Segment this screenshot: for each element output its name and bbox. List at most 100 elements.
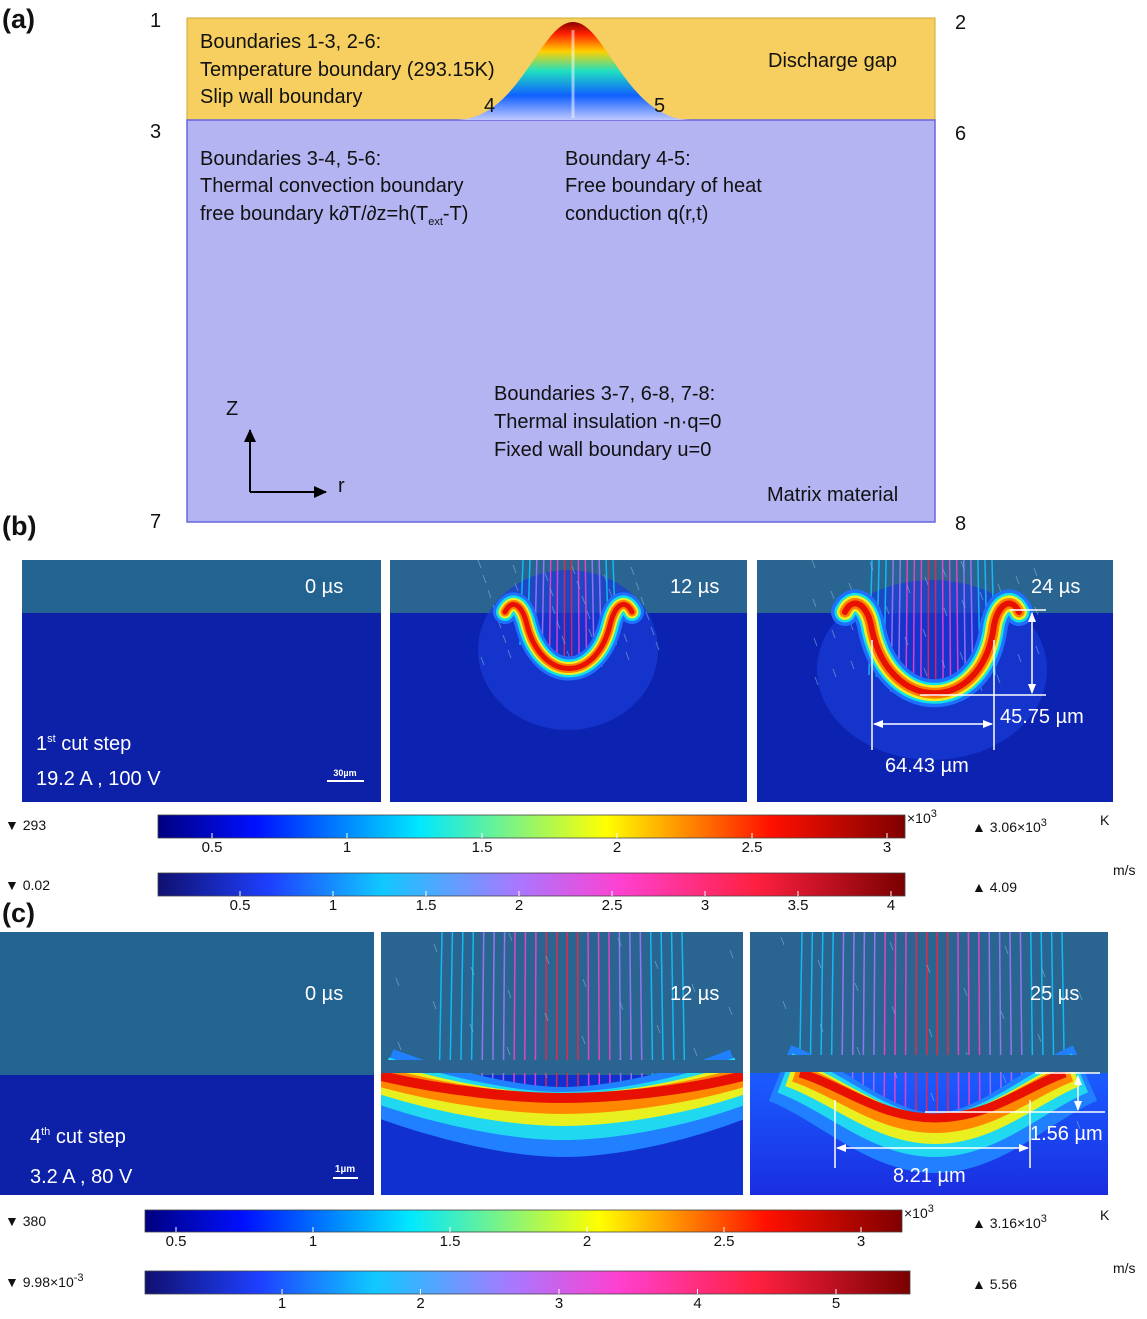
depth-label: 45.75 µm [1000,706,1084,728]
boundary-text: conduction q(r,t) [565,203,708,225]
velocity-vector [1116,1015,1119,1023]
max-value: ▲ 3.16×10 [972,1215,1041,1231]
width-label: 64.43 µm [885,755,969,777]
color-bar-max: ▲ 4.09 [972,879,1017,895]
color-bar-max: ▲ 5.56 [972,1276,1017,1292]
panel-a: (a) 1 2 3 6 7 8 4 5 Boundaries 1-3, 2-6:… [2,4,966,535]
boundary-text: Boundaries 1-3, 2-6: [200,31,381,53]
color-bar-tick-label: 3.5 [788,897,809,914]
color-bar [158,815,905,838]
min-exponent: -3 [74,1272,84,1284]
color-bar-tick-label: 1.5 [472,839,493,856]
velocity-vector [588,932,589,1107]
velocity-vector [921,560,922,687]
scale-bar-label: 1µm [335,1164,355,1175]
boundary-text: Temperature boundary (293.15K) [200,59,495,81]
discharge-conditions: 19.2 A , 100 V [36,768,161,790]
color-bar-unit: m/s [1113,1260,1136,1276]
boundary-text: Fixed wall boundary u=0 [494,439,711,461]
region-name: Discharge gap [768,50,897,72]
formula-part: -T) [443,203,469,225]
boundary-text: Thermal convection boundary [200,175,463,197]
step-text: cut step [56,733,132,755]
velocity-vector [578,560,579,657]
discharge-conditions: 3.2 A , 80 V [30,1166,133,1188]
step-number: 4 [30,1126,41,1148]
velocity-vector [905,932,906,1122]
corner-label: 8 [955,513,966,535]
panel-label: (a) [2,4,35,34]
time-label: 25 µs [1030,983,1079,1005]
multiplier: ×10 [907,810,931,826]
color-bar-min: ▼ 9.98×10-3 [5,1272,84,1290]
color-bar-tick-label: 3 [701,897,709,914]
color-bar-multiplier: ×103 [907,808,937,826]
boundary-formula: free boundary k∂T/∂z=h(Text-T) [200,203,468,228]
boundary-text: Boundaries 3-4, 5-6: [200,148,381,170]
color-bar-max: ▲ 3.06×103 [972,817,1047,835]
color-bar-tick-label: 4 [887,897,895,914]
color-bar-tick-label: 2.5 [602,897,623,914]
boundary-text: Thermal insulation -n·q=0 [494,411,721,433]
color-bar-min: ▼ 0.02 [5,877,50,893]
panel-c: (c) 0 µs 12 µs 25 µs 4th cut step 3. [0,898,1147,1195]
color-bar-tick-label: 5 [832,1295,840,1312]
time-label: 12 µs [670,983,719,1005]
color-bar-tick-label: 2 [416,1295,424,1312]
color-bar-min: ▼ 293 [5,817,46,833]
width-label: 8.21 µm [893,1165,966,1187]
sim-image-25us [672,932,1147,1195]
color-bar-tick-label: 3 [555,1295,563,1312]
color-bar-tick-label: 0.5 [202,839,223,856]
time-label: 12 µs [670,576,719,598]
color-bar-tick-label: 2.5 [742,839,763,856]
max-exponent: 3 [1041,817,1047,829]
step-suffix: st [47,733,56,745]
color-bar [158,873,905,896]
formula-subscript: ext [428,216,443,228]
time-label: 0 µs [305,983,343,1005]
velocity-vector [746,978,749,986]
color-bar-unit: m/s [1113,862,1136,878]
corner-label: 1 [150,10,161,32]
color-bar-unit: K [1100,1207,1110,1223]
color-bar-tick-label: 1.5 [440,1233,461,1250]
velocity-vector [968,932,969,1121]
panel-label: (c) [2,898,35,928]
multiplier: ×10 [904,1205,928,1221]
min-value: ▼ 9.98×10 [5,1274,74,1290]
color-bar-unit: K [1100,812,1110,828]
axis-label: Z [226,398,238,420]
multiplier-exponent: 3 [928,1203,934,1215]
time-label: 24 µs [1031,576,1080,598]
gap-point: 5 [654,95,665,117]
step-text: cut step [50,1126,126,1148]
boundary-text: Free boundary of heat [565,175,762,197]
color-bar-tick-label: 2 [613,839,621,856]
max-value: ▲ 3.06×10 [972,819,1041,835]
sim-image-0us [0,932,374,1195]
color-bar-tick-label: 1 [343,839,351,856]
color-bar-tick-label: 2 [583,1233,591,1250]
velocity-vector [744,1107,747,1115]
velocity-vector [913,560,914,686]
color-bar-tick-label: 2 [515,897,523,914]
min-value: ▼ 0.02 [5,877,50,893]
step-number: 1 [36,733,47,755]
velocity-vector [943,560,944,687]
color-bar-tick-label: 3 [883,839,891,856]
color-bar-tick-label: 2.5 [714,1233,735,1250]
velocity-vector [535,932,536,1107]
max-exponent: 3 [1041,1213,1047,1225]
color-bar-min: ▼ 380 [5,1213,46,1229]
velocity-vector [599,932,600,1105]
time-label: 0 µs [305,576,343,598]
max-value: ▲ 4.09 [972,879,1017,895]
boundary-text: Boundaries 3-7, 6-8, 7-8: [494,383,715,405]
axis-label: r [338,475,345,497]
formula-part: free boundary k∂T/∂z=h(T [200,203,428,225]
color-bar-multiplier: ×103 [904,1203,934,1221]
color-bar-tick-label: 0.5 [166,1233,187,1250]
